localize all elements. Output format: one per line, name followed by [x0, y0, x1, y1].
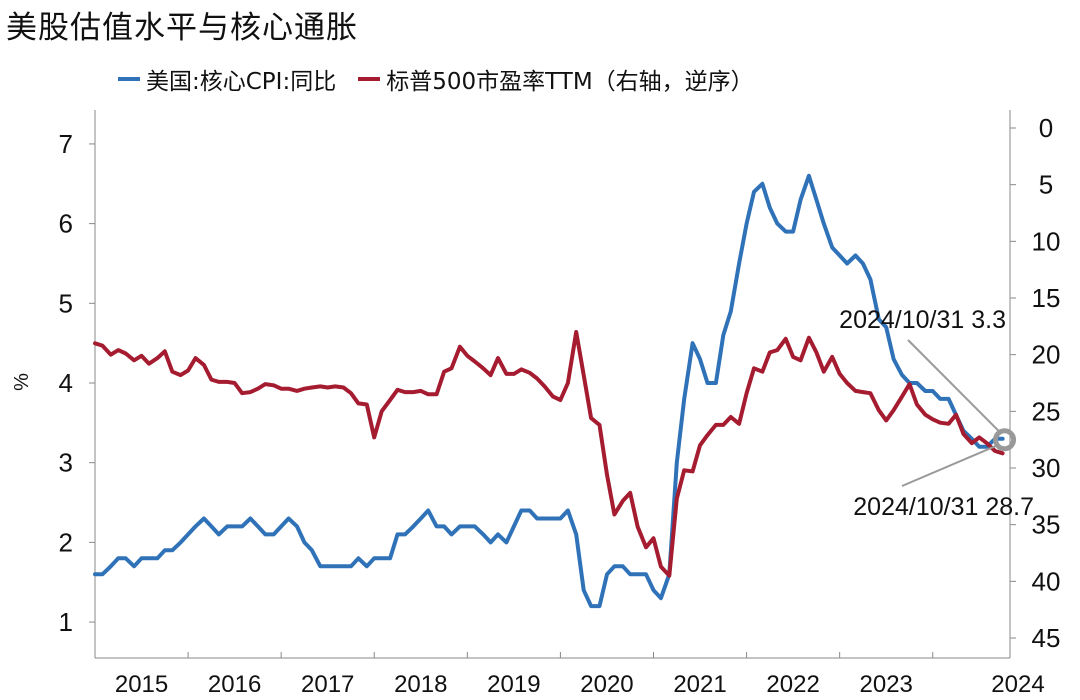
y-left-tick-label: 6: [59, 209, 73, 239]
x-tick-label: 2020: [580, 671, 633, 698]
legend-swatch-pe: [358, 77, 381, 81]
y-right-tick-label: 40: [1032, 566, 1061, 596]
x-tick-label: 2018: [394, 671, 447, 698]
series-line-core-cpi: [93, 173, 1005, 609]
annotation-leader-cpi: [907, 339, 1002, 434]
legend-label-pe: 标普500市盈率TTM（右轴，逆序）: [386, 69, 754, 95]
end-point-marker: [993, 428, 1017, 452]
y-right-tick-label: 0: [1039, 113, 1053, 143]
x-tick-label: 2024: [991, 671, 1044, 698]
x-tick-label: 2021: [673, 671, 726, 698]
y-left-tick-label: 2: [59, 527, 73, 557]
annotation-pe: 2024/10/31 28.7: [853, 493, 1034, 521]
y-right-tick-label: 10: [1032, 226, 1061, 256]
y-left-tick-label: 3: [59, 448, 73, 478]
x-tick-label: 2017: [301, 671, 354, 698]
y-left-tick-label: 1: [59, 607, 73, 637]
x-tick-label: 2015: [115, 671, 168, 698]
legend: 美国:核心CPI:同比 标普500市盈率TTM（右轴，逆序）: [118, 62, 776, 96]
legend-label-cpi: 美国:核心CPI:同比: [146, 69, 337, 95]
y-right-tick-label: 5: [1039, 170, 1053, 200]
legend-swatch-cpi: [118, 77, 140, 81]
x-tick-label: 2016: [208, 671, 261, 698]
x-tick-label: 2023: [860, 671, 913, 698]
x-tick-label: 2019: [487, 671, 540, 698]
x-tick-label: 2022: [766, 671, 819, 698]
y-left-tick-label: 5: [59, 288, 73, 318]
y-right-tick-label: 45: [1032, 623, 1061, 653]
series-line-pe-ttm: [93, 330, 1005, 578]
legend-item-cpi: 美国:核心CPI:同比: [118, 62, 336, 96]
y-right-tick-label: 25: [1032, 396, 1061, 426]
chart-title: 美股估值水平与核心通胀: [6, 10, 358, 46]
y-right-tick-label: 30: [1032, 453, 1061, 483]
y-left-axis-label: %: [11, 373, 33, 391]
y-left-tick-label: 4: [59, 368, 73, 398]
y-left-tick-label: 7: [59, 129, 73, 159]
series-lines: [93, 173, 1005, 609]
y-right-tick-label: 20: [1032, 340, 1061, 370]
y-right-tick-label: 15: [1032, 283, 1061, 313]
annotation-leader-pe: [901, 443, 999, 487]
legend-item-pe: 标普500市盈率TTM（右轴，逆序）: [358, 62, 754, 96]
annotation-cpi: 2024/10/31 3.3: [839, 306, 1006, 334]
y-right-tick-label: 35: [1032, 510, 1061, 540]
annotations: 2024/10/31 3.3 2024/10/31 28.7: [839, 306, 1034, 521]
